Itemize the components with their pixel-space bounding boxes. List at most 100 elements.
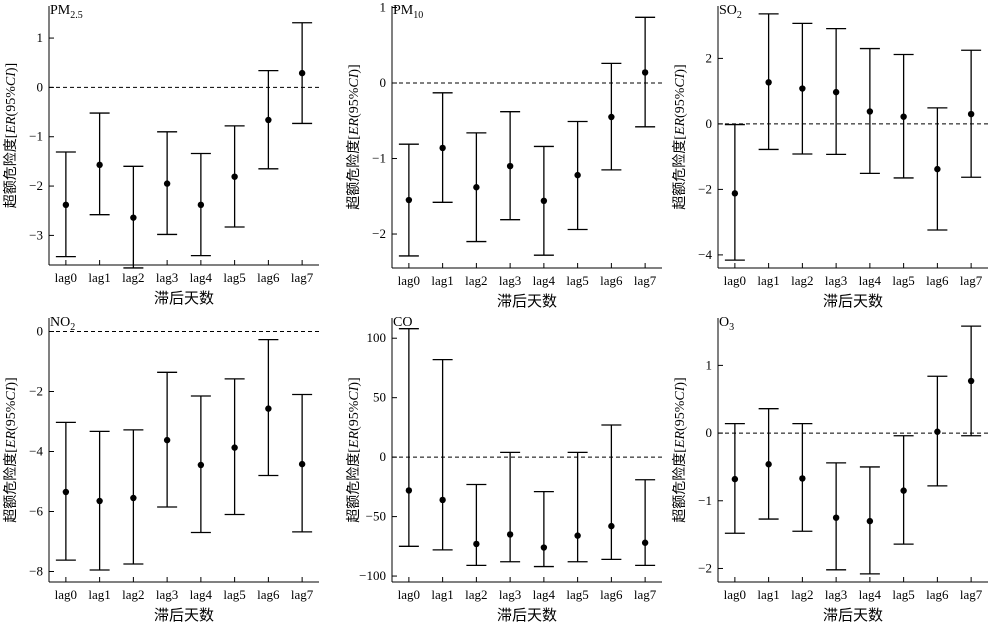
data-point [731,475,739,483]
y-axis-label: 超额危险度[ER(95%CI)] [3,63,19,208]
x-tick-label: lag1 [88,270,110,285]
x-tick-label: lag4 [859,273,882,288]
data-point [405,196,413,204]
data-point [439,496,446,504]
x-tick-label: lag0 [55,270,77,285]
y-tick-label: 0 [706,116,713,131]
y-tick-label: 0 [380,449,387,464]
panel-title: SO2 [719,3,742,21]
data-point [439,144,446,152]
y-tick-label: 1 [37,30,44,45]
x-tick-label: lag2 [465,273,487,288]
x-tick-label: lag3 [156,587,178,602]
data-point [231,444,238,451]
x-tick-label: lag3 [825,273,847,288]
y-tick-label: −8 [29,564,43,579]
x-axis-label: 滞后天数 [154,607,214,624]
x-axis-label: 滞后天数 [823,607,883,624]
y-tick-label: −100 [359,568,386,583]
data-point [967,110,975,118]
data-point [641,69,649,76]
y-tick-label: 1 [380,0,387,15]
data-point [231,173,238,180]
y-axis-label: 超额危险度[ER(95%CI)] [346,64,362,209]
x-tick-label: lag7 [634,273,657,288]
x-tick-label: lag6 [600,587,623,602]
y-axis-label: 超额危险度[ER(95%CI)] [346,377,362,522]
panel-1: −2 −1 0 1 lag0 lag1 lag2 lag3 lag4 lag5 lag6 lag7 PM… [346,0,662,310]
data-point [608,522,615,530]
y-tick-label: −1 [29,129,43,144]
x-tick-label: lag7 [291,270,314,285]
data-point [574,532,581,539]
data-point [799,85,806,92]
x-tick-label: lag6 [257,270,280,285]
y-tick-label: 0 [37,324,44,339]
x-tick-label: lag3 [156,270,178,285]
panel-3: −8 −6 −4 −2 0 lag0 lag1 lag2 lag3 lag4 lag5 lag6 lag… [3,315,319,624]
data-point [130,494,137,502]
y-tick-label: 0 [706,425,713,440]
x-tick-label: lag7 [291,587,314,602]
data-point [265,405,272,412]
x-tick-label: lag5 [566,273,588,288]
x-tick-label: lag0 [398,273,420,288]
panel-title: NO2 [50,315,75,333]
x-axis-label: 滞后天数 [497,293,557,310]
x-tick-label: lag6 [600,273,623,288]
data-point [265,116,272,124]
data-point [62,488,70,496]
x-tick-label: lag1 [757,587,779,602]
y-axis-label: 超额危险度[ER(95%CI)] [3,377,19,522]
data-point [405,487,413,494]
data-point [731,190,739,197]
data-point [163,180,171,187]
x-tick-label: lag5 [566,587,588,602]
x-tick-label: lag5 [892,273,914,288]
x-axis-label: 滞后天数 [497,607,557,624]
x-tick-label: lag2 [791,587,813,602]
y-tick-label: 100 [367,330,387,345]
data-point [163,436,171,444]
x-tick-label: lag4 [190,270,213,285]
panel-title: PM2.5 [50,3,83,21]
y-tick-label: −3 [29,227,43,242]
y-axis-label: 超额危险度[ER(95%CI)] [672,377,688,522]
data-point [298,69,306,77]
data-point [641,539,649,546]
x-tick-label: lag0 [55,587,77,602]
x-tick-label: lag3 [499,273,521,288]
data-point [832,88,840,96]
x-tick-label: lag1 [88,587,110,602]
data-point [473,540,480,548]
data-point [608,113,615,121]
x-tick-label: lag6 [257,587,280,602]
y-tick-label: 0 [380,75,387,90]
y-axis-label: 超额危险度[ER(95%CI)] [672,64,688,209]
y-tick-label: 0 [37,79,44,94]
x-tick-label: lag5 [223,587,245,602]
panel-title: O3 [719,315,734,333]
data-point [765,461,772,468]
x-tick-label: lag0 [724,587,746,602]
data-point [574,171,581,179]
x-tick-label: lag4 [859,587,882,602]
x-tick-label: lag4 [533,587,556,602]
x-tick-label: lag5 [892,587,914,602]
y-tick-label: 50 [373,390,386,405]
panel-2: −4 −2 0 2 lag0 lag1 lag2 lag3 lag4 lag5 lag6 lag7 SO… [672,3,988,310]
x-tick-label: lag7 [634,587,657,602]
data-point [96,497,103,505]
panel-5: −2 −1 0 1 lag0 lag1 lag2 lag3 lag4 lag5 lag6 lag7 O3… [672,315,988,624]
x-tick-label: lag7 [960,587,983,602]
x-tick-label: lag0 [724,273,746,288]
data-point [540,197,548,205]
panel-4: −100 −50 0 50 100 lag0 lag1 lag2 lag3 lag4 lag5 lag… [346,315,662,624]
data-point [197,461,205,469]
data-point [900,487,907,494]
x-tick-label: lag0 [398,587,420,602]
x-tick-label: lag1 [431,587,453,602]
x-axis-label: 滞后天数 [823,293,883,310]
data-point [540,544,548,551]
